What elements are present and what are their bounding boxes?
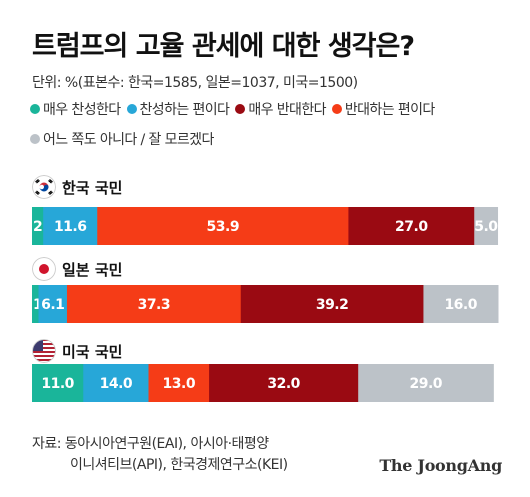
data-label: 37.3	[138, 297, 171, 313]
source-line-2: 이니셔티브(API), 한국경제연구소(KEI)	[70, 457, 288, 473]
country-label-usa: 미국 국민	[32, 339, 122, 363]
country-label-japan: 일본 국민	[32, 257, 122, 281]
bar-segment	[38, 285, 68, 323]
unit-note: 단위: %(표본수: 한국=1585, 일본=1037, 미국=1500)	[32, 75, 358, 91]
bar-segment	[32, 364, 84, 402]
data-label: 13.0	[163, 376, 196, 392]
country-label-korea: 한국 국민	[32, 175, 122, 199]
chart-title: 트럼프의 고율 관세에 대한 생각은?	[32, 31, 415, 62]
legend-swatch	[235, 104, 246, 114]
japan-flag-icon	[32, 257, 56, 281]
data-label: 14.0	[100, 376, 133, 392]
bar-segment	[97, 207, 349, 245]
korea-flag-icon	[32, 175, 56, 199]
legend-swatch	[30, 134, 40, 144]
bar-segment	[66, 285, 242, 323]
source-line-1: 자료: 동아시아연구원(EAI), 아시아·태평양	[32, 436, 269, 452]
legend-label: 어느 쪽도 아니다 / 잘 모르겠다	[43, 132, 214, 148]
bar-segment	[148, 364, 210, 402]
legend-item: 반대하는 편이다	[331, 99, 435, 119]
data-label: 6.1	[41, 297, 64, 313]
legend-label: 찬성하는 편이다	[139, 102, 230, 118]
data-label: 39.2	[316, 297, 349, 313]
legend-label: 매우 찬성한다	[43, 102, 121, 118]
legend-row-2: 어느 쪽도 아니다 / 잘 모르겠다	[30, 129, 220, 149]
legend-row-1: 매우 찬성한다 찬성하는 편이다 매우 반대한다 반대하는 편이다	[30, 99, 441, 119]
country-name: 일본 국민	[62, 260, 123, 279]
data-label: 32.0	[267, 376, 300, 392]
brand-logo: The JoongAng	[379, 456, 502, 475]
legend-swatch	[30, 104, 40, 114]
data-label: 11.6	[54, 219, 87, 235]
legend-label: 반대하는 편이다	[344, 102, 435, 118]
bar-segment	[209, 364, 359, 402]
legend-label: 매우 반대한다	[248, 102, 326, 118]
legend-swatch	[126, 104, 137, 114]
bar-segment	[32, 207, 44, 245]
bar-segment	[358, 364, 494, 402]
legend-swatch	[331, 104, 342, 114]
legend-item: 어느 쪽도 아니다 / 잘 모르겠다	[30, 129, 214, 149]
bar-segment	[83, 364, 149, 402]
bar-segment	[43, 207, 98, 245]
legend-item: 매우 찬성한다	[30, 99, 121, 119]
data-label: 29.0	[409, 376, 442, 392]
bar-segment	[32, 285, 40, 323]
legend-item: 찬성하는 편이다	[126, 99, 230, 119]
usa-flag-icon	[32, 339, 56, 363]
bar-segment	[240, 285, 424, 323]
data-label: 16.0	[444, 297, 477, 313]
source-note: 자료: 동아시아연구원(EAI), 아시아·태평양 이니셔티브(API), 한국…	[32, 434, 288, 476]
legend-item: 매우 반대한다	[235, 99, 326, 119]
data-label: 53.9	[207, 219, 240, 235]
data-label: 27.0	[395, 219, 428, 235]
data-label: 5.0	[474, 219, 498, 235]
bar-segment	[474, 207, 499, 245]
bar-segment	[423, 285, 499, 323]
bar-segment	[348, 207, 475, 245]
country-name: 한국 국민	[62, 178, 123, 197]
country-name: 미국 국민	[62, 342, 123, 361]
data-label: 11.0	[41, 376, 74, 392]
